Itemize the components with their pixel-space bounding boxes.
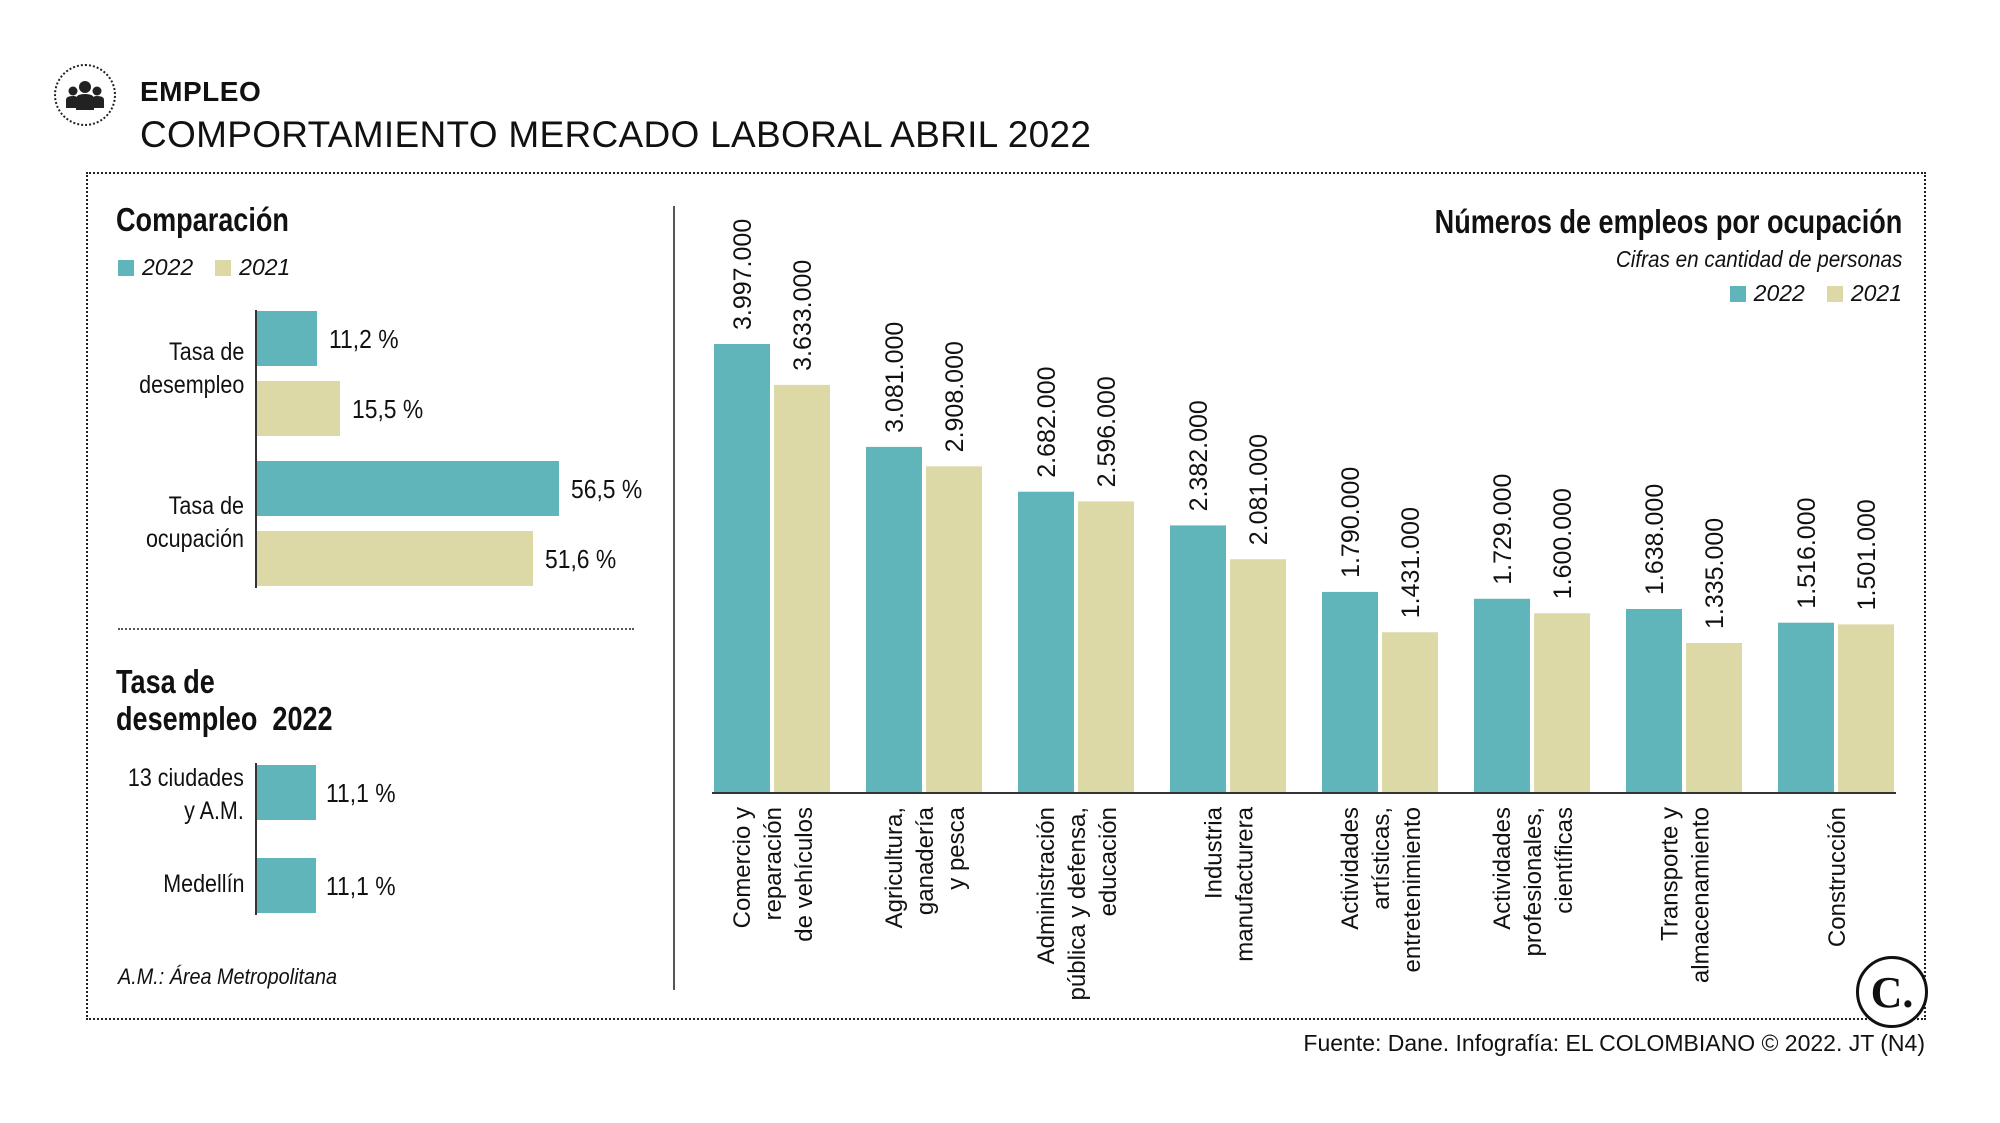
comparison-bar-ocupacion-2021 (257, 531, 533, 586)
employment-bar-chart: 3.997.000 3.633.000 Comercio y reparación de… (712, 219, 1896, 1000)
comparison-title: Comparación (116, 201, 289, 238)
data-label-2021-0: 3.633.000 (789, 260, 817, 371)
bar-2021-6 (1686, 643, 1742, 793)
category-label-6-1: almacenamiento (1688, 807, 1715, 983)
comparison-value-desempleo-2021: 15,5 % (351, 394, 424, 424)
el-colombiano-logo: C. (1856, 956, 1928, 1028)
data-label-2022-0: 3.997.000 (729, 219, 757, 330)
unemployment-bar-medellin (257, 858, 317, 913)
bar-2022-6 (1626, 608, 1682, 793)
category-label-5-0: Actividades (1489, 807, 1516, 930)
category-label-1-1: ganadería (912, 806, 939, 915)
category-label-1-2: y pesca (943, 806, 970, 889)
legend-label-2021: 2021 (239, 254, 291, 280)
bar-2021-7 (1838, 624, 1894, 793)
bar-2022-0 (714, 344, 770, 793)
legend-swatch-2021 (215, 259, 232, 276)
bar-2021-0 (774, 384, 830, 793)
comparison-bar-ocupacion-2022 (257, 461, 559, 516)
category-label-5-1: profesionales, (1520, 807, 1547, 956)
comparison-value-ocupacion-2022: 56,5 % (571, 474, 643, 504)
category-label-0-1: reparación (760, 807, 787, 920)
category-label-0-2: de vehículos (791, 807, 818, 942)
data-label-2022-1: 3.081.000 (881, 322, 909, 433)
data-label-2022-5: 1.729.000 (1489, 474, 1517, 585)
category-label-4-2: entretenimiento (1399, 807, 1426, 972)
data-label-2021-7: 1.501.000 (1853, 499, 1881, 610)
comparison-axis (255, 310, 257, 588)
section-divider (118, 628, 634, 630)
category-label-6-0: Transporte y (1657, 807, 1684, 941)
comparison-value-desempleo-2022: 11,2 % (328, 324, 399, 354)
data-label-2021-2: 2.596.000 (1093, 376, 1121, 487)
comparison-row-label-ocupacion: Tasa de ocupación (145, 492, 244, 553)
bar-2021-5 (1534, 613, 1590, 793)
category-label-4-1: artísticas, (1368, 807, 1395, 910)
unemployment-row-label-medellin: Medellín (162, 870, 244, 898)
data-label-2021-6: 1.335.000 (1701, 518, 1729, 629)
unemployment-bar-13-ciudades (257, 765, 317, 820)
data-label-2021-4: 1.431.000 (1397, 507, 1425, 618)
comparison-value-ocupacion-2021: 51,6 % (544, 544, 617, 574)
data-label-2022-7: 1.516.000 (1793, 497, 1821, 608)
bar-2021-2 (1078, 501, 1134, 793)
category-label-1-0: Agricultura, (881, 807, 908, 928)
people-group-icon (54, 64, 116, 126)
comparison-row-label-desempleo: Tasa de desempleo (138, 338, 244, 399)
panel-divider (673, 206, 675, 990)
data-label-2021-3: 2.081.000 (1245, 434, 1273, 545)
section-kicker: EMPLEO (140, 76, 262, 107)
chart-legend-swatch-2021 (1826, 285, 1843, 302)
legend-label-2022: 2022 (142, 254, 194, 280)
comparison-bar-desempleo-2021 (257, 381, 340, 436)
comparison-bar-desempleo-2022 (257, 311, 317, 366)
unemployment-2022-title: Tasa de desempleo 2022 (116, 663, 333, 737)
legend-swatch-2022 (118, 259, 134, 276)
unemployment-row-label-13-ciudades: 13 ciudades y A.M. (128, 764, 244, 825)
bar-2022-7 (1778, 622, 1834, 793)
chart-legend-swatch-2022 (1729, 285, 1746, 302)
chart-subtitle: Cifras en cantidad de personas (1615, 246, 1902, 272)
chart-legend: 2022 2021 (1729, 280, 1902, 307)
category-label-3-1: manufacturera (1232, 806, 1259, 961)
unemployment-value-medellin: 11,1 % (326, 871, 396, 901)
category-label-2-0: Administración (1033, 807, 1060, 964)
comparison-legend: 2022 2021 (118, 254, 290, 281)
bar-2021-1 (926, 466, 982, 793)
bar-2022-3 (1170, 525, 1226, 793)
source-credit: Fuente: Dane. Infografía: EL COLOMBIANO … (1303, 1030, 1925, 1056)
data-label-2022-3: 2.382.000 (1185, 400, 1213, 511)
page-title: COMPORTAMIENTO MERCADO LABORAL ABRIL 202… (140, 114, 1092, 155)
footnote: A.M.: Área Metropolitana (118, 964, 338, 989)
unemployment-axis (255, 763, 257, 915)
bar-2021-3 (1230, 559, 1286, 793)
bar-2022-5 (1474, 598, 1530, 793)
data-label-2022-6: 1.638.000 (1641, 484, 1669, 595)
chart-title: Números de empleos por ocupación (1434, 203, 1902, 240)
bar-2021-4 (1382, 632, 1438, 793)
data-label-2022-2: 2.682.000 (1033, 367, 1061, 478)
content-frame (86, 172, 1926, 1020)
category-label-5-2: científicas (1551, 807, 1578, 914)
bar-2022-1 (866, 446, 922, 793)
category-label-7-0: Construcción (1824, 807, 1851, 947)
chart-legend-label-2021: 2021 (1850, 280, 1902, 306)
category-label-3-0: Industria (1201, 806, 1228, 899)
category-label-2-2: educación (1095, 807, 1122, 916)
category-label-0-0: Comercio y (729, 807, 756, 928)
unemployment-value-13-ciudades: 11,1 % (326, 778, 396, 808)
category-label-4-0: Actividades (1337, 807, 1364, 930)
data-label-2022-4: 1.790.000 (1337, 467, 1365, 578)
data-label-2021-1: 2.908.000 (941, 341, 969, 452)
data-label-2021-5: 1.600.000 (1549, 488, 1577, 599)
category-label-2-1: pública y defensa, (1064, 807, 1091, 1000)
bar-2022-2 (1018, 491, 1074, 793)
chart-legend-label-2022: 2022 (1753, 280, 1805, 306)
bar-2022-4 (1322, 591, 1378, 793)
